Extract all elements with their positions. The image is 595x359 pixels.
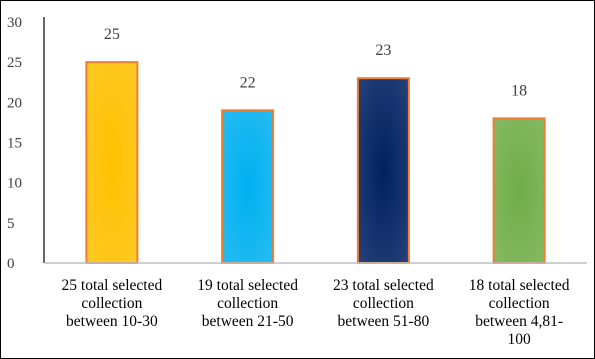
y-tick-label: 5 xyxy=(7,216,15,232)
bar-4 xyxy=(492,117,546,265)
y-tick-label: 10 xyxy=(7,176,22,192)
y-axis: 0 5 10 15 20 25 30 xyxy=(7,15,45,272)
data-label-2: 22 xyxy=(240,74,256,91)
y-tick-label: 20 xyxy=(7,95,22,111)
data-label-1: 25 xyxy=(104,26,120,43)
y-tick-label: 25 xyxy=(7,55,22,71)
x-category-label-1: 25 total selected collection between 10-30 xyxy=(62,277,163,330)
data-label-4: 18 xyxy=(511,82,527,99)
x-category-label-2: 19 total selected collection between 21-50 xyxy=(197,277,298,330)
bar-3 xyxy=(356,77,410,264)
data-label-3: 23 xyxy=(375,42,391,59)
y-tick-label: 15 xyxy=(7,136,22,152)
bar-1 xyxy=(85,61,139,264)
y-tick-label: 0 xyxy=(7,256,15,272)
y-tick-label: 30 xyxy=(7,15,22,31)
x-category-label-3: 23 total selected collection between 51-80 xyxy=(333,277,434,330)
x-category-label-4: 18 total selected collection between 4,81-… xyxy=(469,277,570,348)
bar-2 xyxy=(221,109,275,264)
bars: 25 22 23 18 xyxy=(85,26,546,265)
x-axis: 25 total selected collection between 10-30… xyxy=(44,262,587,348)
